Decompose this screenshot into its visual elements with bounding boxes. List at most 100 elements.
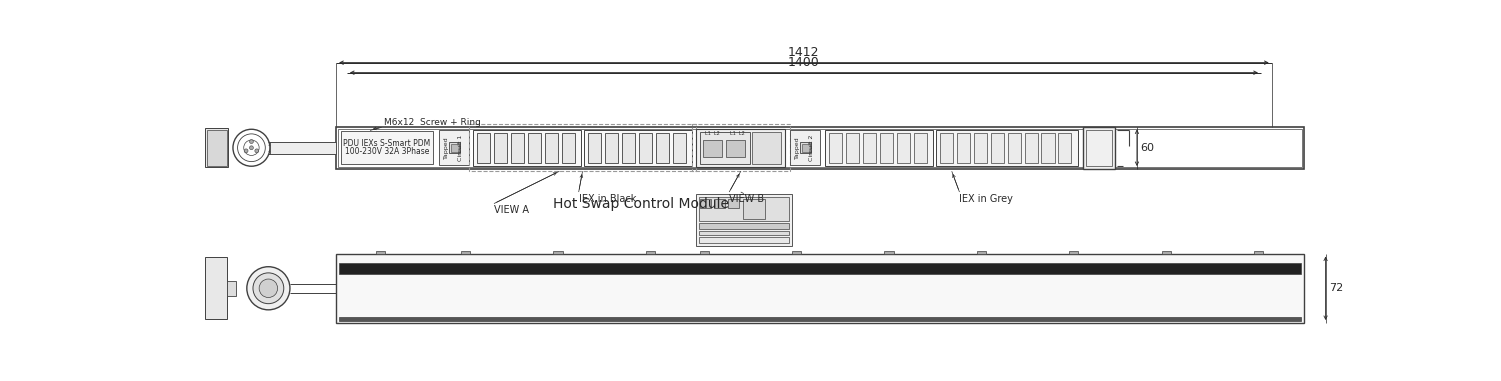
Circle shape	[498, 141, 503, 146]
Bar	[639, 133, 651, 163]
Bar	[699, 237, 790, 243]
Bar	[1069, 251, 1078, 255]
Circle shape	[593, 141, 597, 146]
Circle shape	[1012, 141, 1016, 146]
Text: PDU IEXs S-Smart PDM: PDU IEXs S-Smart PDM	[344, 139, 431, 148]
Circle shape	[612, 151, 615, 154]
Bar	[728, 199, 738, 208]
Bar	[1007, 133, 1021, 163]
Circle shape	[832, 151, 835, 154]
Bar	[377, 251, 386, 255]
Bar	[829, 133, 842, 163]
Bar	[714, 199, 725, 208]
Bar	[701, 199, 711, 208]
Circle shape	[982, 151, 985, 154]
Bar	[336, 254, 1304, 323]
Bar	[702, 140, 722, 157]
Bar	[977, 251, 986, 255]
Circle shape	[566, 141, 570, 146]
Circle shape	[642, 141, 647, 146]
Bar	[621, 133, 635, 163]
Circle shape	[1061, 151, 1064, 154]
Bar	[1087, 130, 1112, 166]
Circle shape	[961, 141, 965, 146]
Text: VIEW B: VIEW B	[729, 194, 764, 203]
Circle shape	[344, 141, 350, 146]
Bar	[800, 142, 811, 153]
Bar	[940, 133, 953, 163]
Circle shape	[260, 279, 278, 298]
Circle shape	[866, 151, 869, 154]
Bar	[339, 317, 1301, 322]
Circle shape	[485, 151, 488, 154]
Text: IEX in Grey: IEX in Grey	[959, 194, 1013, 203]
Circle shape	[853, 151, 856, 154]
Bar	[561, 133, 575, 163]
Circle shape	[868, 141, 872, 146]
Circle shape	[944, 141, 949, 146]
Circle shape	[1028, 141, 1033, 146]
Circle shape	[254, 273, 284, 304]
Circle shape	[884, 141, 889, 146]
Circle shape	[947, 151, 950, 154]
Circle shape	[899, 151, 902, 154]
Circle shape	[773, 146, 776, 149]
Bar	[1058, 133, 1072, 163]
Bar	[884, 251, 893, 255]
Bar	[206, 258, 227, 319]
Circle shape	[773, 131, 776, 135]
Circle shape	[590, 151, 594, 154]
Circle shape	[887, 151, 890, 154]
Bar	[696, 194, 793, 246]
Bar	[450, 144, 459, 152]
Circle shape	[569, 151, 572, 154]
Circle shape	[1046, 141, 1051, 146]
Bar	[645, 251, 654, 255]
Bar	[847, 133, 859, 163]
Circle shape	[501, 151, 504, 154]
Circle shape	[916, 151, 920, 154]
Circle shape	[663, 151, 666, 154]
Circle shape	[480, 151, 483, 154]
Circle shape	[833, 141, 838, 146]
Bar	[696, 129, 785, 166]
Bar	[338, 129, 1301, 166]
Bar	[336, 126, 1304, 169]
Circle shape	[596, 151, 599, 154]
Text: IEX in Black: IEX in Black	[579, 194, 636, 203]
Circle shape	[1031, 151, 1034, 154]
Bar	[473, 130, 581, 166]
Bar	[545, 133, 558, 163]
Text: Tapped: Tapped	[796, 136, 800, 159]
Bar	[826, 130, 934, 166]
Circle shape	[1066, 151, 1069, 154]
Bar	[672, 133, 686, 163]
Text: L1  L2: L1 L2	[729, 131, 744, 136]
Circle shape	[626, 141, 630, 146]
Bar	[937, 130, 1078, 166]
Circle shape	[904, 151, 907, 154]
Bar	[528, 133, 540, 163]
Bar	[974, 133, 986, 163]
Text: Hot Swap Control Module: Hot Swap Control Module	[554, 197, 729, 211]
Circle shape	[660, 141, 665, 146]
Circle shape	[1063, 141, 1067, 146]
Bar	[914, 133, 926, 163]
Bar	[699, 132, 749, 163]
Bar	[207, 130, 227, 166]
Text: 1400: 1400	[788, 56, 820, 69]
Circle shape	[848, 151, 851, 154]
Bar	[477, 133, 491, 163]
Circle shape	[645, 151, 648, 154]
Circle shape	[773, 139, 776, 142]
Circle shape	[995, 141, 1000, 146]
Circle shape	[998, 151, 1001, 154]
Circle shape	[641, 151, 644, 154]
Circle shape	[1045, 151, 1048, 154]
Circle shape	[901, 141, 905, 146]
Circle shape	[850, 141, 854, 146]
Bar	[510, 133, 524, 163]
Text: 72: 72	[1328, 283, 1343, 293]
Circle shape	[515, 141, 519, 146]
Circle shape	[609, 141, 614, 146]
